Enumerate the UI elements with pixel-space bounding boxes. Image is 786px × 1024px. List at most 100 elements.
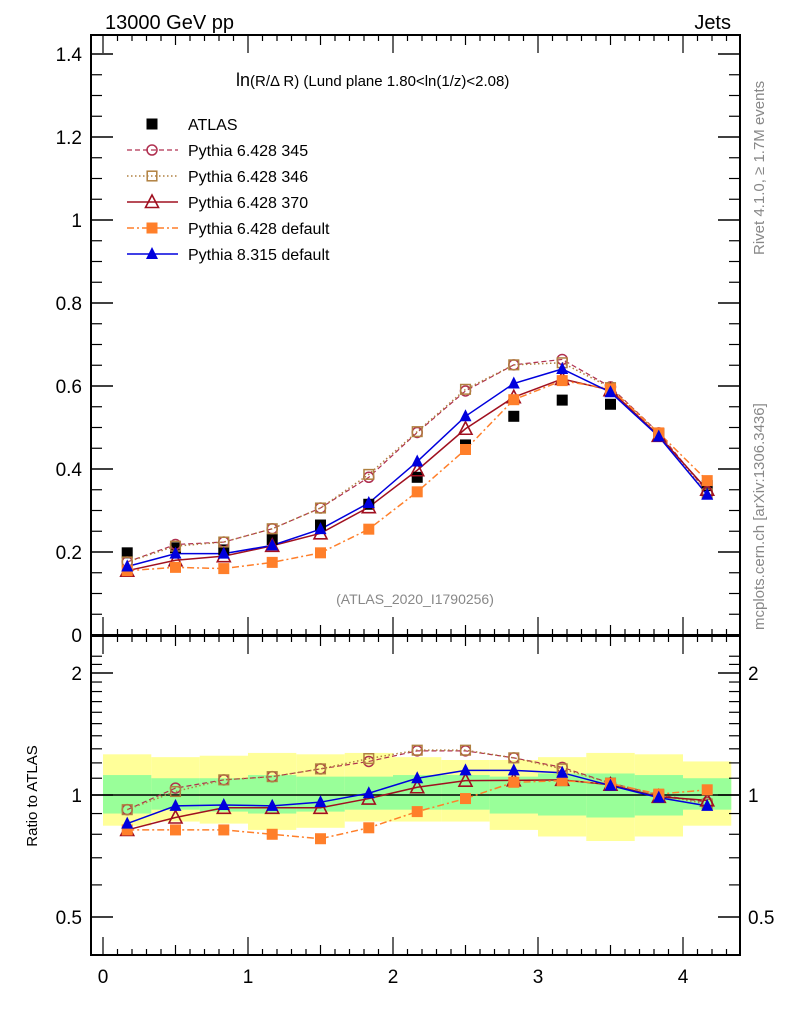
ratio-ylabel: Ratio to ATLAS: [24, 745, 41, 846]
legend-label: Pythia 8.315 default: [188, 247, 330, 264]
ratio-point-pythia-8-315-default: [604, 778, 617, 791]
ratio-point-pythia-6-428-346: [459, 744, 472, 756]
main-ytick-label: 0: [71, 626, 82, 647]
legend-marker-pythia-8-315-default: [146, 247, 158, 259]
main-point-pythia-6-428-346: [314, 502, 327, 514]
ratio-point-pythia-6-428-default: [170, 824, 181, 836]
ratio-point-pythia-6-428-default: [508, 776, 520, 788]
ratio-ytick-label-right: 2: [748, 664, 759, 685]
ratio-plot-area: [119, 744, 716, 845]
main-point-pythia-8-315-default: [266, 538, 279, 551]
ratio-panel: 0.5 0.5 1 1 2 2 0 1 2 3 4 Ratio to ATLAS: [24, 635, 774, 988]
main-ytick-label: 0.4: [56, 460, 83, 481]
main-point-pythia-6-428-default: [508, 394, 520, 406]
ratio-point-pythia-6-428-default: [556, 775, 568, 787]
ratio-point-pythia-8-315-default: [217, 797, 230, 810]
main-ytick-label: 1.4: [56, 45, 83, 66]
main-point-pythia-8-315-default: [169, 546, 182, 559]
ratio-point-pythia-8-315-default: [362, 786, 375, 799]
ratio-point-pythia-6-428-default: [266, 828, 278, 840]
ratio-point-pythia-6-428-default: [363, 822, 375, 834]
main-axes: 0 0.2 0.4 0.6 0.8 1 1.2 1.4: [56, 35, 740, 647]
legend-marker-pythia-6-428-default: [146, 222, 158, 234]
main-point-pythia-6-428-346: [411, 426, 423, 438]
main-ytick-label: 1: [71, 211, 82, 232]
title-prefix: ln: [236, 70, 250, 90]
ratio-point-pythia-6-428-346: [218, 774, 230, 786]
main-ytick-label: 0.6: [56, 377, 82, 398]
main-line-pythia-6-428-346: [126, 362, 708, 563]
main-point-atlas: [411, 471, 423, 483]
main-point-atlas: [121, 547, 133, 559]
main-point-pythia-8-315-default: [652, 429, 665, 442]
ratio-ytick-label: 2: [71, 664, 82, 685]
main-point-atlas: [556, 394, 568, 406]
ratio-point-pythia-6-428-346: [508, 752, 520, 764]
ratio-point-pythia-8-315-default: [169, 798, 182, 811]
ratio-point-pythia-6-428-default: [121, 824, 133, 836]
main-ytick-label: 1.2: [56, 128, 82, 149]
main-point-pythia-6-428-346: [459, 383, 472, 395]
title-rest: (Lund plane 1.80<ln(1/z)<2.08): [299, 73, 509, 90]
main-point-pythia-8-315-default: [362, 496, 375, 509]
ratio-xtick-label: 0: [98, 967, 109, 988]
ratio-point-pythia-6-428-default: [315, 833, 326, 845]
ratio-axes: 0.5 0.5 1 1 2 2 0 1 2 3 4: [56, 636, 774, 988]
legend-marker-pythia-6-428-370: [144, 193, 160, 209]
ratio-ytick-label: 0.5: [56, 908, 82, 929]
ratio-point-pythia-6-428-346: [169, 785, 182, 798]
ratio-point-pythia-8-315-default: [266, 798, 279, 811]
header-right: Jets: [694, 12, 731, 34]
main-point-atlas: [508, 410, 520, 422]
legend-item-pythia-6-428-370: Pythia 6.428 370: [127, 193, 308, 212]
ratio-point-pythia-8-315-default: [314, 795, 327, 808]
plot-title: ln(R/Δ R) (Lund plane 1.80<ln(1/z)<2.08): [236, 70, 509, 90]
main-point-pythia-6-428-default: [315, 547, 326, 559]
legend-item-pythia-6-428-345: Pythia 6.428 345: [127, 143, 308, 160]
main-point-pythia-8-315-default: [459, 409, 472, 422]
main-point-pythia-6-428-default: [556, 375, 568, 387]
legend-label: Pythia 6.428 370: [188, 195, 308, 212]
legend-item-pythia-8-315-default: Pythia 8.315 default: [127, 247, 330, 264]
ratio-point-pythia-8-315-default: [556, 765, 569, 778]
legend-marker-atlas: [146, 118, 158, 130]
main-point-pythia-6-428-default: [363, 523, 375, 535]
ratio-bands: [91, 752, 740, 842]
legend: ATLAS Pythia 6.428 345 Pythia 6.428 346 Pyt…: [127, 117, 330, 264]
ratio-point-pythia-6-428-370: [167, 808, 184, 824]
legend-marker-pythia-6-428-346: [146, 170, 158, 182]
legend-label: ATLAS: [188, 117, 238, 134]
ratio-point-pythia-6-428-346: [314, 763, 327, 775]
main-ytick-label: 0.2: [56, 543, 82, 564]
main-point-pythia-6-428-370: [409, 461, 426, 477]
legend-label: Pythia 6.428 default: [188, 221, 330, 238]
legend-marker-pythia-6-428-345: [146, 144, 158, 156]
main-point-pythia-8-315-default: [411, 454, 424, 467]
main-point-pythia-6-428-default: [218, 563, 230, 575]
main-point-pythia-6-428-346: [508, 359, 520, 371]
title-paren: (R/Δ R): [250, 73, 299, 90]
ratio-point-pythia-6-428-default: [411, 806, 423, 818]
main-point-pythia-8-315-default: [121, 559, 134, 572]
ratio-ytick-label-right: 0.5: [748, 908, 774, 929]
main-point-atlas: [605, 398, 616, 410]
legend-label: Pythia 6.428 345: [188, 143, 308, 160]
ratio-point-pythia-6-428-default: [460, 793, 471, 805]
main-point-pythia-8-315-default: [604, 385, 617, 398]
ratio-xtick-label: 3: [533, 967, 544, 988]
main-point-pythia-6-428-370: [457, 420, 474, 436]
ratio-point-pythia-6-428-346: [411, 744, 423, 756]
main-point-pythia-8-315-default: [507, 376, 520, 389]
ratio-point-pythia-6-428-346: [363, 753, 375, 765]
main-point-pythia-6-428-346: [266, 523, 278, 535]
main-point-pythia-6-428-default: [170, 561, 181, 573]
main-point-pythia-6-428-default: [411, 486, 423, 498]
main-point-pythia-8-315-default: [314, 522, 327, 535]
ratio-point-pythia-6-428-346: [121, 804, 133, 816]
ratio-ytick-label: 1: [71, 786, 82, 807]
analysis-watermark: (ATLAS_2020_I1790256): [336, 591, 494, 607]
main-point-pythia-6-428-default: [266, 556, 278, 568]
main-ytick-label: 0.8: [56, 294, 82, 315]
ratio-xtick-label: 4: [678, 967, 689, 988]
ratio-point-pythia-6-428-346: [266, 771, 278, 783]
